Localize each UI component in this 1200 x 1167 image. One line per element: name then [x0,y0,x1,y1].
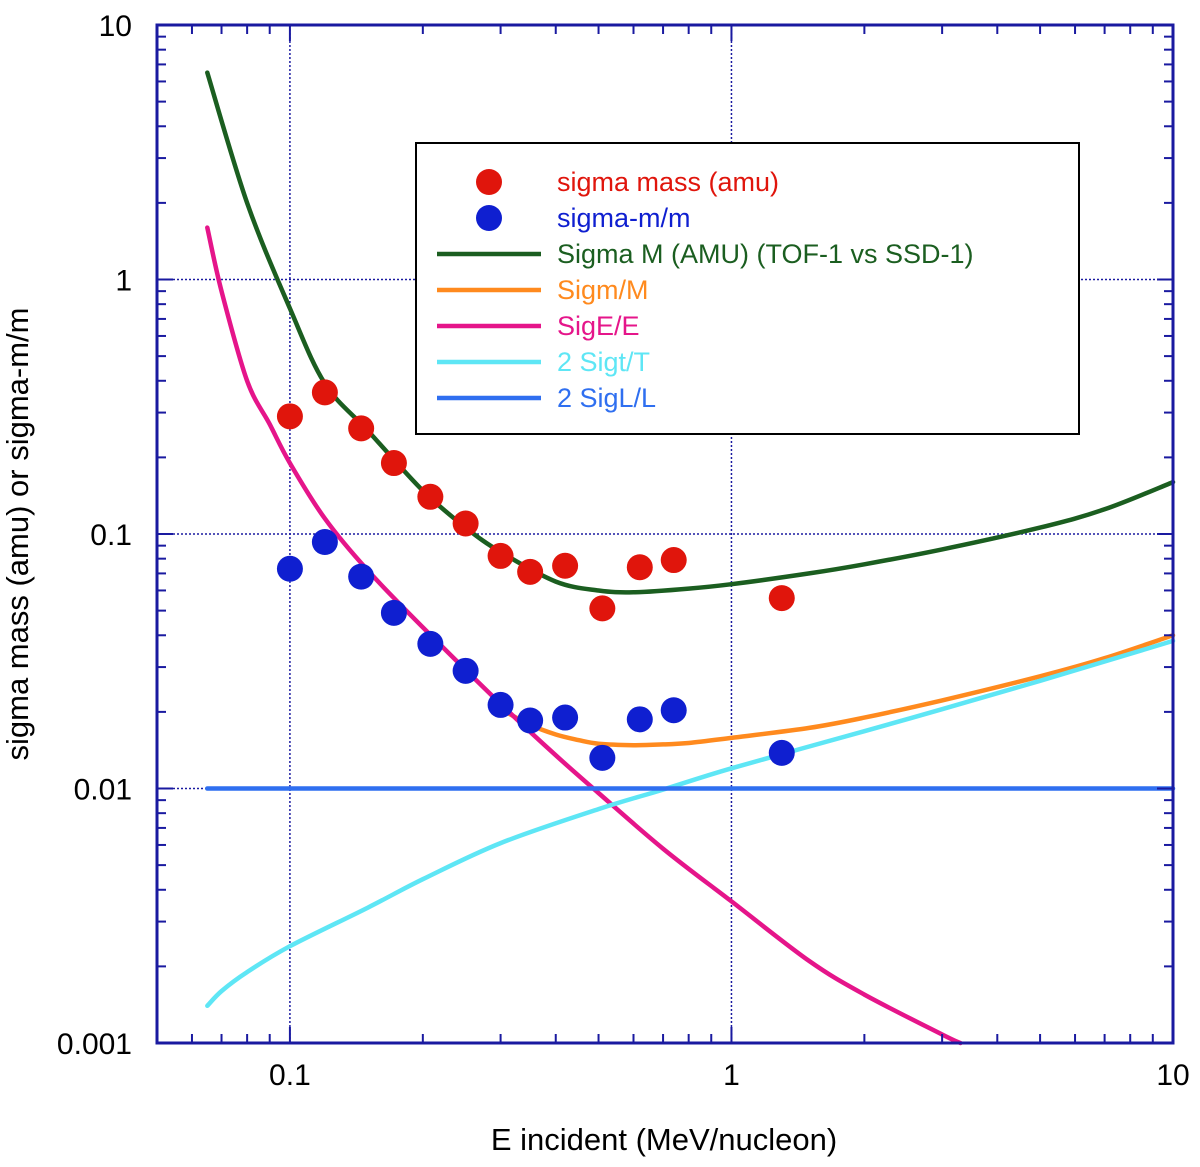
data-point-sigma-m-m [452,657,479,684]
legend-marker-sigma-mass-amu [476,169,502,195]
y-axis-title: sigma mass (amu) or sigma-m/m [0,308,35,761]
data-point-sigma-m-m [517,707,544,734]
legend-label-sigma-m-amu-tof-1-vs-ssd-1: Sigma M (AMU) (TOF-1 vs SSD-1) [557,239,974,269]
data-point-sigma-mass-amu [452,510,479,537]
y-tick-label: 0.1 [90,519,132,552]
tick-labels: 0.1 1 10 0.001 0.01 0.1 1 10 [57,10,1190,1092]
data-point-sigma-mass-amu [768,585,795,612]
series-line-sigm-m [498,633,1176,748]
data-point-sigma-m-m [380,599,407,626]
legend-label-2-sigt-t: 2 Sigt/T [557,347,650,377]
x-tick-label: 10 [1156,1059,1189,1092]
legend-label-sigma-m-m: sigma-m/m [557,203,691,233]
data-point-sigma-mass-amu [517,558,544,585]
x-tick-label: 1 [723,1059,740,1092]
legend-marker-sigma-m-m [476,205,502,231]
data-point-sigma-m-m [626,706,653,733]
y-tick-label: 1 [115,265,132,298]
data-point-sigma-mass-amu [311,379,338,406]
data-point-sigma-mass-amu [589,595,616,622]
data-point-sigma-mass-amu [380,450,407,477]
x-axis-title: E incident (MeV/nucleon) [491,1122,837,1157]
legend-label-sige-e: SigE/E [557,311,640,341]
data-point-sigma-m-m [487,691,514,718]
data-point-sigma-m-m [311,529,338,556]
data-point-sigma-m-m [417,630,444,657]
data-point-sigma-m-m [589,744,616,771]
legend-label-sigma-mass-amu: sigma mass (amu) [557,167,779,197]
data-point-sigma-m-m [276,555,303,582]
y-tick-label: 0.001 [57,1028,132,1061]
y-tick-label: 10 [99,10,132,43]
data-point-sigma-mass-amu [626,554,653,581]
series-points [276,379,795,771]
data-point-sigma-mass-amu [417,483,444,510]
y-tick-label: 0.01 [74,774,132,807]
data-point-sigma-mass-amu [276,403,303,430]
legend-label-sigm-m: Sigm/M [557,275,649,305]
series-line-sigma-m-amu-tof-1-vs-ssd-1 [205,70,1176,595]
legend: sigma mass (amu) sigma-m/m Sigma M (AMU) (… [415,142,1080,435]
data-point-sigma-mass-amu [660,547,687,574]
x-tick-label: 0.1 [269,1059,311,1092]
data-point-sigma-m-m [768,739,795,766]
data-point-sigma-m-m [552,704,579,731]
data-point-sigma-mass-amu [348,415,375,442]
data-point-sigma-mass-amu [487,542,514,569]
axis-ticks [156,24,1174,1044]
data-point-sigma-m-m [348,563,375,590]
legend-label-2-sigl-l: 2 SigL/L [557,383,656,413]
series-line-2-sigt-t [205,638,1176,1009]
data-point-sigma-mass-amu [552,552,579,579]
data-point-sigma-m-m [660,697,687,724]
